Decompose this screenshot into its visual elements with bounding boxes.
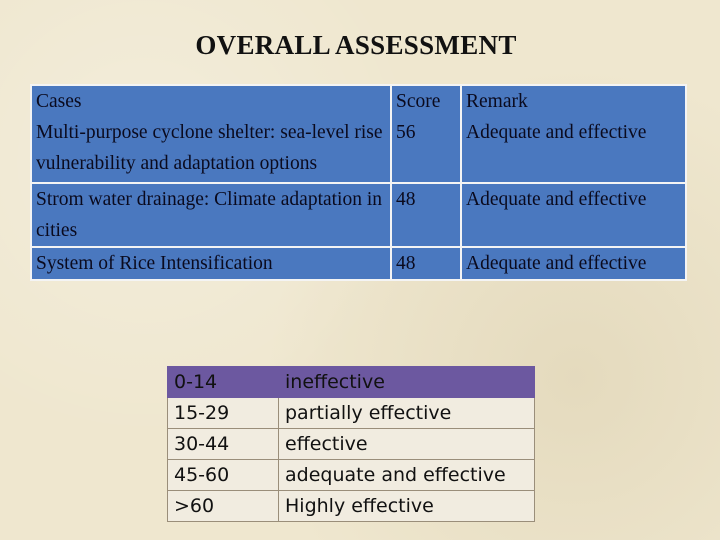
remark-cell: Adequate and effective (460, 182, 687, 248)
legend-row: 0-14 ineffective (167, 366, 535, 398)
legend-label: adequate and effective (278, 459, 535, 491)
table-row: Strom water drainage: Climate adaptation… (30, 182, 687, 248)
assessment-table: Cases Score Remark Multi-purpose cyclone… (30, 84, 687, 281)
remark-cell: Adequate and effective (460, 246, 687, 281)
legend-range: 15-29 (167, 397, 279, 429)
legend-row: >60 Highly effective (167, 490, 535, 522)
legend-row: 30-44 effective (167, 428, 535, 460)
case-cell: System of Rice Intensification (30, 246, 392, 281)
legend-label: partially effective (278, 397, 535, 429)
legend-range: 30-44 (167, 428, 279, 460)
legend-range: 0-14 (167, 366, 279, 398)
score-cell: 56 (390, 117, 462, 184)
legend-label: ineffective (278, 366, 535, 398)
score-cell: 48 (390, 246, 462, 281)
table-header-row: Cases Score Remark (30, 84, 687, 117)
case-cell: Multi-purpose cyclone shelter: sea-level… (30, 117, 392, 184)
legend-label: Highly effective (278, 490, 535, 522)
legend-range: >60 (167, 490, 279, 522)
header-remark: Remark (460, 84, 687, 117)
case-cell: Strom water drainage: Climate adaptation… (30, 182, 392, 248)
score-cell: 48 (390, 182, 462, 248)
legend-row: 45-60 adequate and effective (167, 459, 535, 491)
page-title: OVERALL ASSESSMENT (195, 30, 517, 60)
table-row: Multi-purpose cyclone shelter: sea-level… (30, 117, 687, 184)
legend-label: effective (278, 428, 535, 460)
remark-cell: Adequate and effective (460, 117, 687, 184)
header-score: Score (390, 84, 462, 117)
legend-row: 15-29 partially effective (167, 397, 535, 429)
header-cases: Cases (30, 84, 392, 117)
score-legend-table: 0-14 ineffective 15-29 partially effecti… (167, 366, 535, 522)
legend-range: 45-60 (167, 459, 279, 491)
table-row: System of Rice Intensification 48 Adequa… (30, 246, 687, 281)
